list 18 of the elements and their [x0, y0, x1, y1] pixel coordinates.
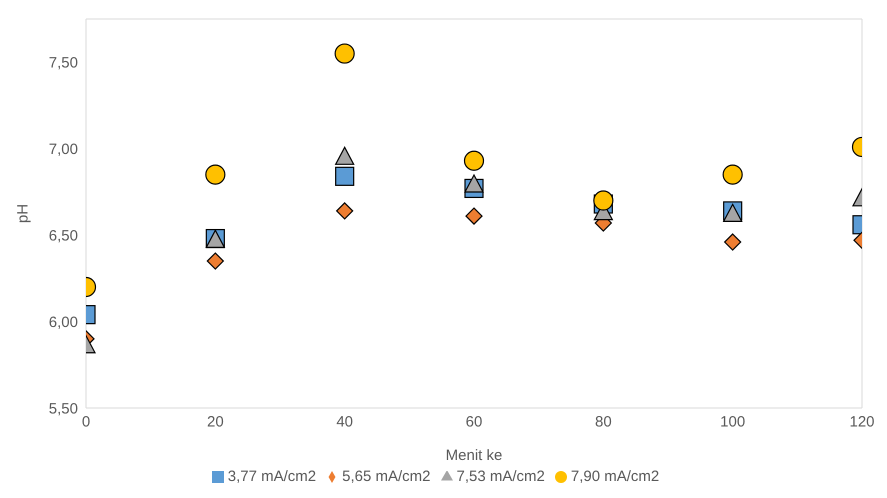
x-tick-label: 80: [594, 414, 612, 431]
legend-label: 3,77 mA/cm2: [228, 468, 316, 485]
x-tick-label: 120: [849, 414, 875, 431]
y-axis-title: pH: [14, 204, 32, 224]
x-tick-label: 20: [206, 414, 224, 431]
y-tick-label: 7,50: [48, 54, 78, 72]
x-axis-title: Menit ke: [446, 447, 502, 464]
y-tick-label: 7,00: [48, 140, 78, 158]
legend-label: 5,65 mA/cm2: [342, 468, 430, 485]
x-tick-label: 60: [466, 414, 482, 431]
legend-label: 7,53 mA/cm2: [456, 468, 545, 485]
y-tick-label: 5,50: [48, 400, 78, 418]
legend-label: 7,90 mA/cm2: [570, 468, 660, 485]
x-tick-label: 100: [720, 414, 746, 431]
x-tick-label: 40: [336, 414, 354, 431]
y-tick-label: 6,50: [48, 227, 78, 244]
x-tick-label: 0: [82, 414, 90, 431]
y-tick-label: 6,00: [48, 314, 78, 331]
